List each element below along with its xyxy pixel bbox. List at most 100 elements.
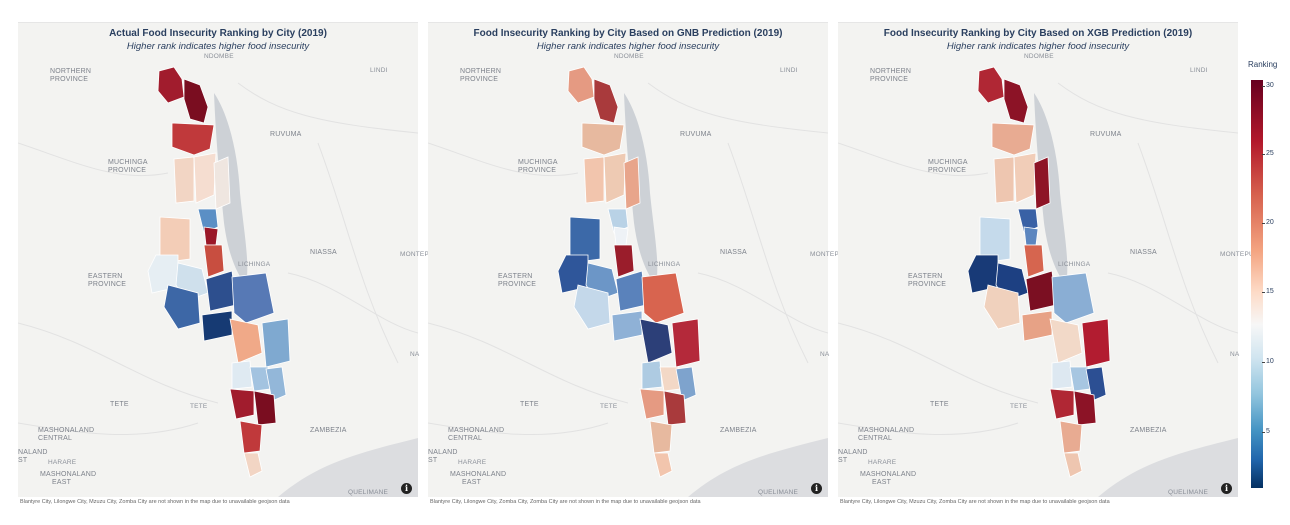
district-region-15[interactable]: [1051, 272, 1095, 324]
district-region-22[interactable]: [253, 390, 277, 426]
district-region-7[interactable]: [159, 216, 191, 264]
colorbar-tick-10: 10: [1262, 358, 1274, 365]
map-road-0: [18, 142, 169, 177]
district-region-17[interactable]: [261, 318, 291, 368]
district-region-4[interactable]: [603, 152, 627, 204]
map-svg: [18, 66, 418, 497]
district-region-18[interactable]: [641, 360, 663, 390]
panel-title: Actual Food Insecurity Ranking by City (…: [109, 28, 327, 39]
map-panel-actual: NORTHERN PROVINCE NDOMBE LINDI RUVUMA MUCHING…: [18, 22, 434, 505]
district-region-6[interactable]: [1017, 208, 1039, 234]
district-region-23[interactable]: [1059, 420, 1083, 454]
district-region-14[interactable]: [611, 310, 643, 342]
place-label-st: ST: [838, 457, 848, 464]
place-label-central: CENTRAL: [38, 435, 73, 442]
district-region-15[interactable]: [231, 272, 275, 324]
place-label-mashonaland: MASHONALAND: [448, 427, 505, 434]
district-region-8[interactable]: [613, 226, 629, 246]
district-region-5[interactable]: [1033, 156, 1051, 210]
district-region-7[interactable]: [979, 216, 1011, 264]
district-region-22[interactable]: [1073, 390, 1097, 426]
district-region-1[interactable]: [183, 78, 209, 124]
district-region-20[interactable]: [675, 366, 697, 402]
colorbar-tick-20: 20: [1262, 219, 1274, 226]
district-region-17[interactable]: [1081, 318, 1111, 368]
district-region-16[interactable]: [639, 318, 673, 364]
map-canvas[interactable]: NORTHERN PROVINCE NDOMBE LINDI RUVUMA MUCHING…: [428, 22, 844, 497]
district-region-2[interactable]: [171, 122, 215, 156]
district-region-8[interactable]: [1023, 226, 1039, 246]
colorbar-tick-25: 25: [1262, 150, 1274, 157]
district-region-15[interactable]: [641, 272, 685, 324]
district-region-6[interactable]: [607, 208, 629, 234]
map-road-4: [838, 422, 1019, 436]
map-road-2: [838, 322, 1039, 404]
district-region-0[interactable]: [567, 66, 595, 104]
district-region-17[interactable]: [671, 318, 701, 368]
map-canvas[interactable]: NORTHERN PROVINCE NDOMBE LINDI RUVUMA MUCHING…: [18, 22, 434, 497]
district-region-4[interactable]: [193, 152, 217, 204]
district-region-0[interactable]: [157, 66, 185, 104]
district-region-7[interactable]: [569, 216, 601, 264]
district-region-6[interactable]: [197, 208, 219, 234]
lake-malawi: [214, 93, 248, 285]
district-region-13[interactable]: [615, 270, 647, 312]
district-region-2[interactable]: [581, 122, 625, 156]
district-region-9[interactable]: [1023, 244, 1045, 278]
district-region-12[interactable]: [983, 284, 1021, 330]
district-region-18[interactable]: [1051, 360, 1073, 390]
district-region-18[interactable]: [231, 360, 253, 390]
place-label-st: ST: [18, 457, 28, 464]
district-region-10[interactable]: [147, 254, 179, 294]
district-region-23[interactable]: [239, 420, 263, 454]
district-region-5[interactable]: [623, 156, 641, 210]
district-region-14[interactable]: [201, 310, 233, 342]
info-icon[interactable]: i: [811, 483, 822, 494]
ocean: [688, 438, 828, 497]
district-region-21[interactable]: [639, 388, 665, 420]
place-label-eastern: EASTERN: [498, 273, 533, 280]
district-region-5[interactable]: [213, 156, 231, 210]
district-region-24[interactable]: [653, 452, 673, 478]
colorbar-title: Ranking: [1248, 60, 1278, 69]
place-label-nkombe: NDOMBE: [614, 53, 644, 60]
district-region-4[interactable]: [1013, 152, 1037, 204]
district-region-1[interactable]: [593, 78, 619, 124]
district-region-16[interactable]: [229, 318, 263, 364]
district-region-23[interactable]: [649, 420, 673, 454]
district-region-21[interactable]: [229, 388, 255, 420]
district-region-13[interactable]: [1025, 270, 1057, 312]
panel-subtitle: Higher rank indicates higher food insecu…: [536, 41, 720, 52]
district-region-10[interactable]: [557, 254, 589, 294]
place-label-province3: PROVINCE: [498, 281, 537, 288]
map-road-0: [838, 142, 989, 177]
place-label-mashonaland2: MASHONALAND: [450, 471, 507, 478]
info-icon[interactable]: i: [401, 483, 412, 494]
district-region-9[interactable]: [203, 244, 225, 278]
district-region-8[interactable]: [203, 226, 219, 246]
district-region-24[interactable]: [1063, 452, 1083, 478]
district-region-3[interactable]: [993, 156, 1015, 204]
district-region-2[interactable]: [991, 122, 1035, 156]
district-region-0[interactable]: [977, 66, 1005, 104]
district-region-1[interactable]: [1003, 78, 1029, 124]
district-region-16[interactable]: [1049, 318, 1083, 364]
map-canvas[interactable]: NORTHERN PROVINCE NDOMBE LINDI RUVUMA MUCHING…: [838, 22, 1254, 497]
place-label-mashonaland2: MASHONALAND: [40, 471, 97, 478]
map-road-4: [18, 422, 199, 436]
district-region-13[interactable]: [205, 270, 237, 312]
district-region-24[interactable]: [243, 452, 263, 478]
district-region-3[interactable]: [583, 156, 605, 204]
district-region-20[interactable]: [265, 366, 287, 402]
district-region-22[interactable]: [663, 390, 687, 426]
district-region-21[interactable]: [1049, 388, 1075, 420]
district-region-12[interactable]: [163, 284, 201, 330]
district-region-9[interactable]: [613, 244, 635, 278]
district-region-14[interactable]: [1021, 310, 1053, 342]
district-region-3[interactable]: [173, 156, 195, 204]
district-region-20[interactable]: [1085, 366, 1107, 402]
info-icon[interactable]: i: [1221, 483, 1232, 494]
district-region-12[interactable]: [573, 284, 611, 330]
district-region-10[interactable]: [967, 254, 999, 294]
place-label-harare: HARARE: [458, 459, 487, 466]
